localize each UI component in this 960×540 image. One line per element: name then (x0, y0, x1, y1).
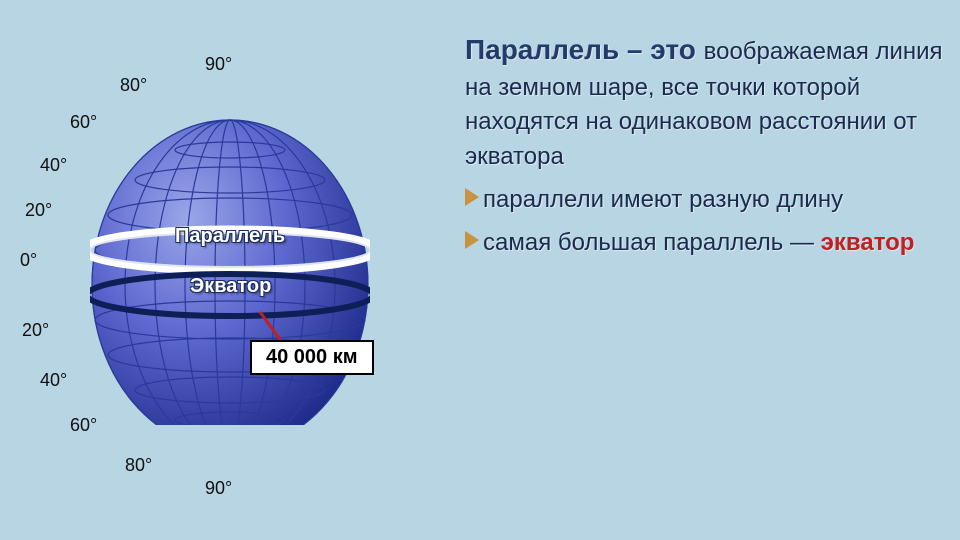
deg-n20: 20° (25, 200, 52, 221)
bullet-arrow-icon (465, 188, 479, 206)
parallel-label: Параллель (175, 225, 285, 248)
definition-paragraph: Параллель – это воображаемая линия на зе… (465, 30, 945, 175)
bullet-2-text-a: самая большая параллель — (483, 229, 821, 256)
deg-n60: 60° (70, 112, 97, 133)
bullet-1-text: параллели имеют разную длину (483, 186, 843, 213)
bullet-2: самая большая параллель — экватор (465, 226, 945, 261)
deg-s40: 40° (40, 370, 67, 391)
deg-s20: 20° (22, 320, 49, 341)
definition-panel: Параллель – это воображаемая линия на зе… (465, 30, 945, 261)
dash: – это (619, 34, 703, 65)
equator-length-box: 40 000 км (250, 340, 374, 375)
bullet-arrow-icon (465, 231, 479, 249)
term: Параллель (465, 34, 619, 65)
globe-panel: 0° 20° 40° 60° 80° 90° 20° 40° 60° 80° 9… (0, 0, 450, 540)
deg-n40: 40° (40, 155, 67, 176)
deg-s80: 80° (125, 455, 152, 476)
bullet-2-highlight: экватор (821, 229, 915, 256)
deg-n90: 90° (205, 54, 232, 75)
equator-label: Экватор (190, 275, 271, 298)
deg-n80: 80° (120, 75, 147, 96)
deg-0: 0° (20, 250, 37, 271)
bullet-1: параллели имеют разную длину (465, 183, 945, 218)
deg-s60: 60° (70, 415, 97, 436)
deg-s90: 90° (205, 478, 232, 499)
